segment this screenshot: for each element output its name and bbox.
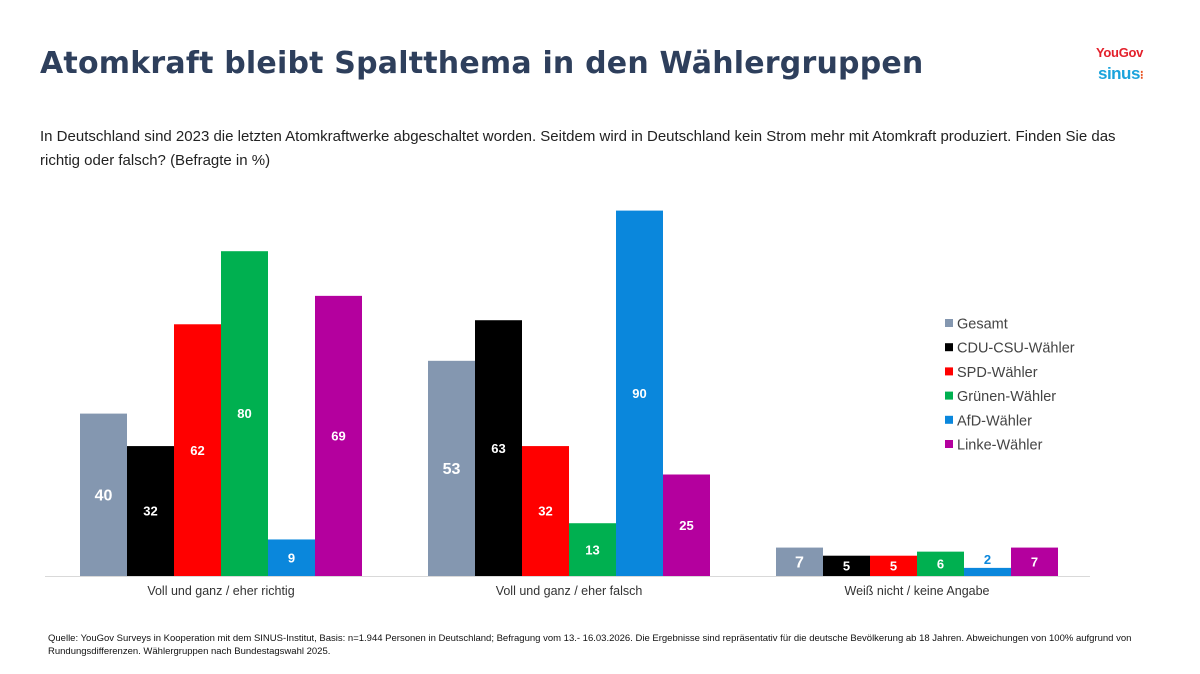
category-label: Voll und ganz / eher falsch — [496, 584, 643, 598]
legend-entry: SPD-Wähler — [957, 365, 1038, 381]
bar-spd-w-hler-2 — [522, 446, 569, 576]
data-label: 2 — [984, 552, 991, 567]
data-label: 40 — [95, 488, 113, 505]
legend-swatch — [945, 391, 953, 400]
bar-gr-nen-w-hler-2 — [569, 523, 616, 576]
legend-swatch — [945, 367, 953, 376]
bar-cdu-csu-w-hler-3 — [823, 555, 870, 576]
data-label: 13 — [585, 542, 599, 557]
data-label: 6 — [937, 556, 944, 571]
data-label: 69 — [331, 429, 345, 444]
legend-entry: CDU-CSU-Wähler — [957, 341, 1075, 357]
data-label: 80 — [237, 406, 251, 421]
page-title: Atomkraft bleibt Spaltthema in den Wähle… — [40, 46, 924, 81]
bar-gesamt-1 — [80, 413, 127, 576]
bar-cdu-csu-w-hler-1 — [127, 446, 174, 576]
data-label: 25 — [679, 518, 693, 533]
sinus-logo-text: sinus — [1098, 64, 1140, 83]
category-label: Weiß nicht / keine Angabe — [845, 584, 990, 598]
bar-cdu-csu-w-hler-2 — [475, 320, 522, 576]
data-label: 7 — [795, 555, 804, 572]
bar-gr-nen-w-hler-1 — [221, 251, 268, 576]
bar-gesamt-2 — [428, 360, 475, 576]
sinus-logo: sinus⁝ — [1098, 64, 1144, 84]
bar-spd-w-hler-3 — [870, 555, 917, 576]
bar-gr-nen-w-hler-3 — [917, 551, 964, 576]
legend-swatch — [945, 440, 953, 448]
bar-linke-w-hler-3 — [1011, 547, 1058, 576]
bar-gesamt-3 — [776, 547, 823, 576]
legend-entry: Grünen-Wähler — [957, 389, 1056, 405]
bar-linke-w-hler-1 — [315, 295, 362, 576]
data-label: 62 — [190, 443, 204, 458]
data-label: 32 — [538, 504, 552, 519]
bar-spd-w-hler-1 — [174, 324, 221, 576]
bar-afd-w-hler-1 — [268, 539, 315, 576]
data-label: 5 — [843, 558, 850, 573]
bar-linke-w-hler-2 — [663, 474, 710, 576]
question-text: In Deutschland sind 2023 die letzten Ato… — [40, 128, 1116, 169]
legend-entry: Gesamt — [957, 317, 1008, 333]
sinus-logo-dots: ⁝ — [1139, 68, 1144, 82]
legend-entry: Linke-Wähler — [957, 438, 1043, 454]
legend-swatch — [945, 319, 953, 327]
legend-swatch — [945, 343, 953, 352]
data-label: 9 — [288, 550, 295, 565]
category-label: Voll und ganz / eher richtig — [147, 584, 294, 598]
bar-afd-w-hler-2 — [616, 210, 663, 576]
data-label: 7 — [1031, 554, 1038, 569]
legend-entry: AfD-Wähler — [957, 413, 1032, 429]
data-label: 5 — [890, 558, 897, 573]
data-label: 63 — [491, 441, 505, 456]
yougov-logo: YouGov — [1096, 45, 1144, 60]
data-label: 53 — [443, 461, 461, 478]
data-label: 90 — [632, 386, 646, 401]
legend-swatch — [945, 415, 953, 424]
bar-afd-w-hler-3 — [964, 567, 1011, 576]
source-footnote: Quelle: YouGov Surveys in Kooperation mi… — [48, 633, 1132, 657]
data-label: 32 — [143, 504, 157, 519]
